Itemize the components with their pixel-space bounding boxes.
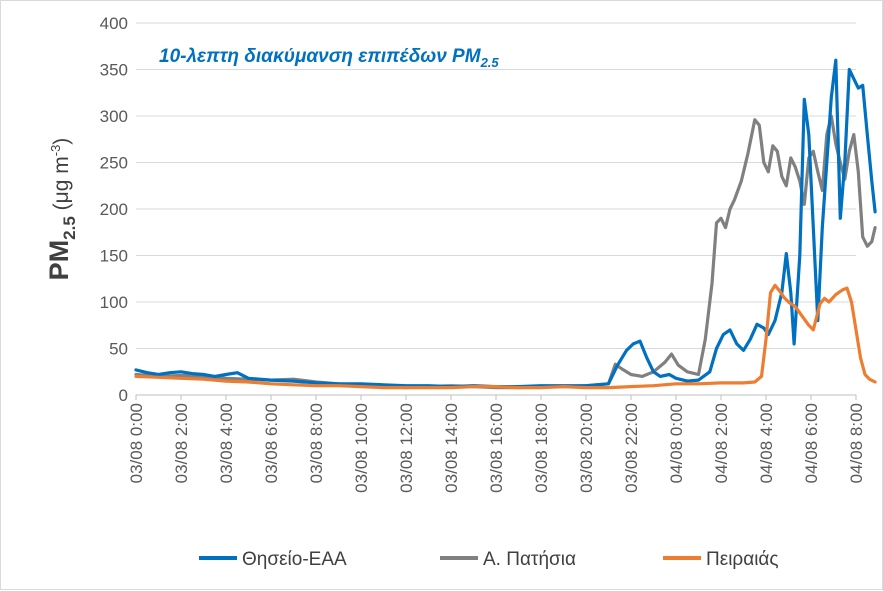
- y-axis-label-unit: (μg m: [50, 156, 73, 216]
- y-axis-label-unit-sup: -3: [48, 145, 63, 157]
- x-tick-label: 03/08 22:00: [622, 403, 641, 493]
- x-axis-ticks: 03/08 0:00 03/08 2:00 03/08 4:00 03/08 6:00…: [127, 395, 866, 493]
- y-tick-label: 350: [100, 61, 128, 80]
- y-axis-label-sub: 2.5: [60, 216, 79, 240]
- y-tick-label: 50: [109, 340, 128, 359]
- x-tick-label: 04/08 6:00: [802, 403, 821, 483]
- y-tick-label: 0: [119, 386, 128, 405]
- legend-item-thiseio: Θησείο-ΕΑΑ: [199, 549, 347, 570]
- x-tick-label: 03/08 18:00: [532, 403, 551, 493]
- chart-title-sub: 2.5: [480, 55, 500, 70]
- y-tick-label: 200: [100, 200, 128, 219]
- x-tick-label: 03/08 6:00: [262, 403, 281, 483]
- chart-title: 10-λεπτη διακύμανση επιπέδων PM2.5: [159, 46, 499, 70]
- x-tick-label: 04/08 0:00: [667, 403, 686, 483]
- y-tick-label: 150: [100, 247, 128, 266]
- series-line-thiseio: [134, 58, 877, 389]
- x-tick-label: 03/08 8:00: [307, 403, 326, 483]
- legend-item-peiraias: Πειραιάς: [663, 549, 779, 570]
- gridlines: [136, 22, 856, 349]
- x-tick-label: 04/08 8:00: [847, 403, 866, 483]
- y-tick-label: 250: [100, 154, 128, 173]
- x-tick-label: 03/08 12:00: [397, 403, 416, 493]
- x-tick-label: 04/08 2:00: [712, 403, 731, 483]
- y-axis-label: PM2.5 (μg m-3): [44, 138, 79, 281]
- legend: Θησείο-ΕΑΑ Α. Πατήσια Πειραιάς: [199, 549, 779, 570]
- legend-label-peiraias: Πειραιάς: [706, 549, 779, 570]
- y-tick-label: 100: [100, 293, 128, 312]
- x-tick-label: 03/08 14:00: [442, 403, 461, 493]
- y-axis-label-main: PM: [44, 240, 74, 281]
- legend-label-patisia: Α. Πατήσια: [483, 549, 576, 570]
- x-tick-label: 03/08 2:00: [172, 403, 191, 483]
- chart-title-main: 10-λεπτη διακύμανση επιπέδων PM: [159, 46, 482, 67]
- x-tick-label: 03/08 16:00: [487, 403, 506, 493]
- y-tick-label: 400: [100, 14, 128, 33]
- y-axis-label-unit-end: ): [50, 138, 73, 145]
- x-tick-label: 03/08 4:00: [217, 403, 236, 483]
- x-tick-label: 03/08 10:00: [352, 403, 371, 493]
- legend-label-thiseio: Θησείο-ΕΑΑ: [242, 549, 347, 570]
- series-line-peiraias: [134, 283, 877, 390]
- x-tick-label: 03/08 20:00: [577, 403, 596, 493]
- legend-item-patisia: Α. Πατήσια: [440, 549, 576, 570]
- y-axis-ticks: 0 50 100 150 200 250 300 350 400: [100, 14, 128, 405]
- x-tick-label: 03/08 0:00: [127, 403, 146, 483]
- y-tick-label: 300: [100, 107, 128, 126]
- series-lines: [134, 58, 877, 390]
- x-tick-label: 04/08 4:00: [757, 403, 776, 483]
